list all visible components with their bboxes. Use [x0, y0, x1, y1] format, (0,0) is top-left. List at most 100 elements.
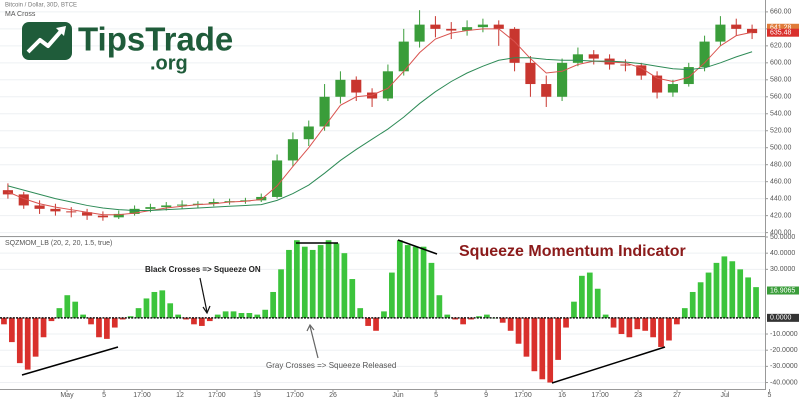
momentum-bar [333, 243, 340, 318]
candle-body [557, 62, 568, 97]
momentum-bar [396, 240, 403, 318]
momentum-bar [658, 317, 664, 347]
arrow [199, 277, 208, 313]
momentum-bar [547, 317, 554, 383]
momentum-bar [452, 317, 459, 320]
momentum-bar [697, 282, 704, 318]
momentum-bar [689, 291, 696, 318]
momentum-bar [143, 298, 150, 318]
moving-average [7, 51, 753, 212]
momentum-bar [610, 317, 617, 328]
momentum-bar [444, 314, 451, 318]
momentum-bar [499, 317, 506, 323]
x-tick-label: May [60, 392, 74, 399]
x-tick-label: 5 [102, 392, 106, 399]
momentum-bar [294, 240, 300, 318]
momentum-bar [555, 317, 561, 360]
candle-body [636, 65, 647, 76]
momentum-bar [705, 272, 712, 318]
candle-body [731, 24, 742, 29]
y-tick-label: 420.00 [770, 212, 792, 219]
candle-body [462, 27, 473, 31]
x-tick-label: 17:00 [208, 392, 226, 399]
candle-body [430, 24, 441, 29]
candle-body [541, 84, 552, 97]
candle-body [683, 67, 694, 85]
momentum-bar [238, 313, 245, 318]
momentum-bar [341, 253, 348, 318]
price-tag [767, 286, 799, 295]
price-tag [767, 313, 799, 322]
candle-body [652, 75, 663, 93]
momentum-bar [175, 314, 181, 318]
candle-body [161, 205, 172, 208]
candle-body [382, 71, 393, 99]
momentum-bar [183, 317, 189, 320]
candle-body [287, 139, 298, 161]
logo-arrow [26, 28, 64, 54]
x-tick-label: Jun [392, 392, 403, 399]
momentum-bar [127, 316, 134, 318]
y-tick-label: 540.00 [770, 111, 792, 118]
candle-body [145, 207, 156, 209]
indicator-title: Squeeze Momentum Indicator [459, 243, 686, 260]
candle-body [177, 204, 188, 206]
momentum-bar [119, 317, 126, 320]
momentum-bar [278, 269, 284, 318]
candle-body [398, 41, 409, 72]
momentum-bar [579, 275, 585, 318]
momentum-bar [88, 317, 94, 325]
momentum-bar [681, 308, 688, 318]
y-tick-label: -20.0000 [770, 347, 798, 354]
candle-body [319, 96, 330, 127]
candle-body [525, 62, 536, 85]
logo-brand: TipsTrade [78, 21, 233, 58]
momentum-bar [515, 317, 522, 344]
x-tick-label: 5 [768, 392, 772, 399]
momentum-bar [420, 246, 427, 318]
candle-body [50, 208, 61, 212]
candle-body [129, 208, 140, 214]
candle-body [667, 84, 678, 93]
momentum-bar [737, 269, 744, 318]
momentum-bar [167, 303, 174, 318]
price-tag [767, 23, 799, 32]
momentum-bar [159, 290, 166, 318]
price-tag-label: 16.9065 [770, 287, 795, 294]
momentum-bar [317, 245, 324, 318]
momentum-bar [389, 272, 395, 318]
candle-body [303, 126, 314, 140]
momentum-bar [618, 317, 625, 335]
trend-line [551, 346, 666, 384]
y-tick-label: 500.00 [770, 145, 792, 152]
momentum-bar [460, 317, 466, 325]
x-tick-label: 17:00 [591, 392, 609, 399]
momentum-bar [222, 311, 229, 318]
y-tick-label: -30.0000 [770, 363, 798, 370]
y-tick-label: 580.00 [770, 77, 792, 84]
candle-body [509, 28, 520, 63]
arrowhead [202, 305, 211, 315]
momentum-bar [523, 317, 530, 357]
price-tag-label: 641.28 [770, 25, 792, 32]
candle-body [113, 213, 124, 218]
momentum-bar [753, 287, 759, 318]
arrowhead [306, 323, 315, 332]
y-tick-label: 400.00 [770, 229, 792, 236]
candle-body [477, 24, 488, 28]
symbol-title: Bitcoin / Dollar, 30D, BTCE [5, 3, 77, 9]
trend-line [21, 346, 119, 376]
momentum-bar [650, 317, 656, 338]
x-tick-label: 27 [673, 392, 681, 399]
candle-body [335, 79, 346, 97]
y-tick-label: 40.0000 [770, 250, 795, 257]
candle-body [34, 205, 45, 209]
x-tick-label: Jul [721, 392, 730, 399]
ma-label: MA Cross [5, 11, 36, 18]
annotation: Black Crosses => Squeeze ON [145, 265, 261, 274]
momentum-bar [301, 246, 308, 318]
momentum-bar [32, 317, 39, 357]
price-tag-label: 0.0000 [770, 315, 792, 322]
momentum-bar [254, 314, 261, 318]
momentum-bar [199, 317, 205, 326]
